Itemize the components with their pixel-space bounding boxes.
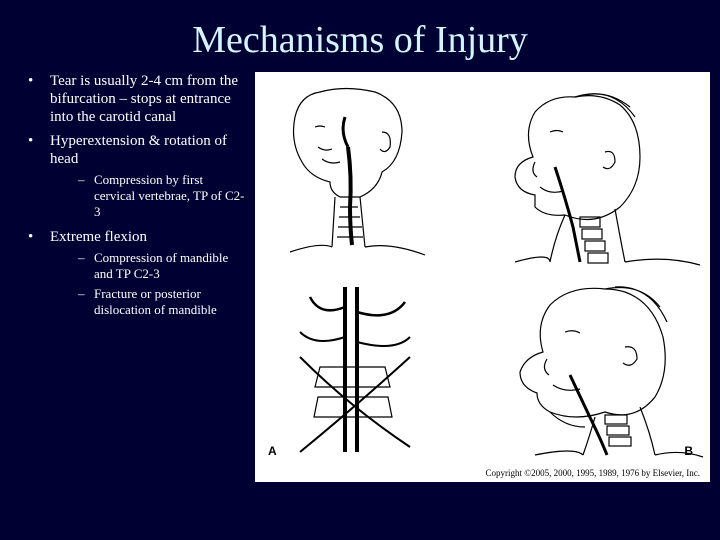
neck-vessel-icon xyxy=(260,277,450,462)
sub-bullet-list: Compression of mandible and TP C2-3 Frac… xyxy=(50,250,245,318)
figure-panel-flexion: B xyxy=(455,277,705,462)
sub-bullet-item: Compression by first cervical vertebrae,… xyxy=(50,172,245,220)
head-rotation-icon xyxy=(260,77,450,272)
figure-copyright: Copyright ©2005, 2000, 1995, 1989, 1976 … xyxy=(486,468,700,478)
slide-title: Mechanisms of Injury xyxy=(0,0,720,72)
bullet-text: Extreme flexion xyxy=(50,229,147,245)
bullet-item: Extreme flexion Compression of mandible … xyxy=(20,228,245,318)
head-flexion-icon xyxy=(455,277,705,462)
panel-label-b: B xyxy=(684,444,693,458)
figure-panel-rotation xyxy=(260,77,450,272)
sub-bullet-item: Compression of mandible and TP C2-3 xyxy=(50,250,245,282)
figure-area: A xyxy=(255,72,710,482)
bullet-column: Tear is usually 2-4 cm from the bifurcat… xyxy=(20,72,255,482)
figure-panel-hyperextension xyxy=(455,77,705,272)
panel-label-a: A xyxy=(268,444,277,458)
bullet-list: Tear is usually 2-4 cm from the bifurcat… xyxy=(20,72,245,318)
slide: Mechanisms of Injury Tear is usually 2-4… xyxy=(0,0,720,540)
content-row: Tear is usually 2-4 cm from the bifurcat… xyxy=(0,72,720,482)
sub-bullet-item: Fracture or posterior dislocation of man… xyxy=(50,286,245,318)
sub-bullet-list: Compression by first cervical vertebrae,… xyxy=(50,172,245,220)
bullet-text: Tear is usually 2-4 cm from the bifurcat… xyxy=(50,73,238,125)
head-hyperextension-icon xyxy=(455,77,705,272)
bullet-item: Tear is usually 2-4 cm from the bifurcat… xyxy=(20,72,245,126)
bullet-text: Hyperextension & rotation of head xyxy=(50,133,227,167)
figure-panel-detail: A xyxy=(260,277,450,462)
bullet-item: Hyperextension & rotation of head Compre… xyxy=(20,132,245,220)
